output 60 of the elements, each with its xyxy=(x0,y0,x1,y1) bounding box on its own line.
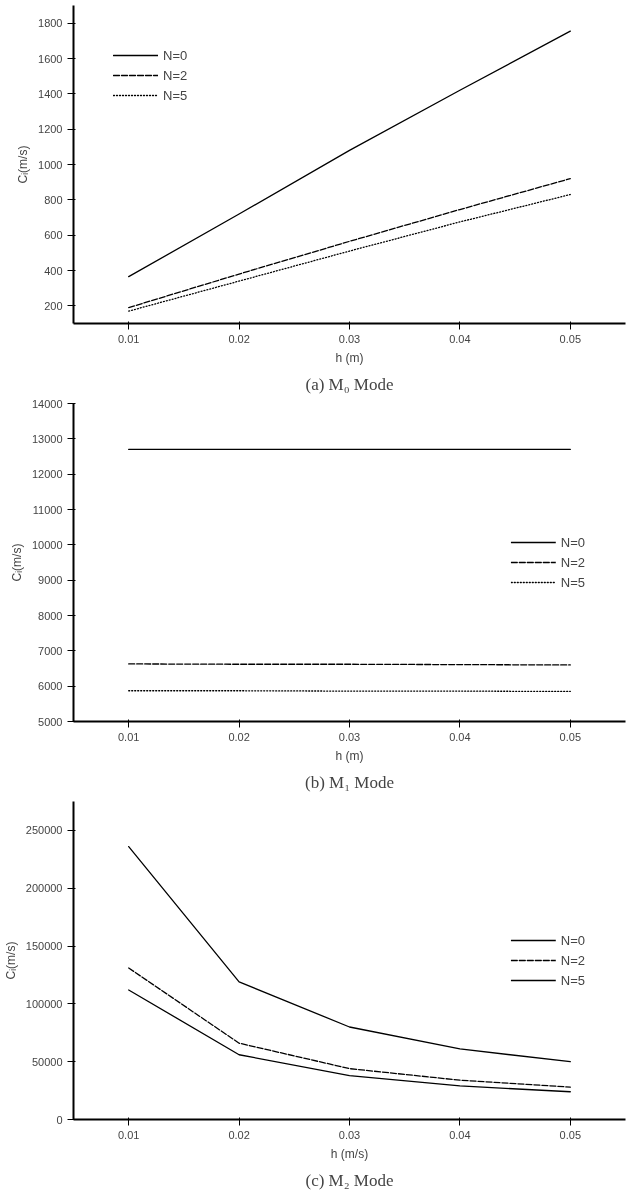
y-tick-label: 200000 xyxy=(25,882,63,895)
x-tick-label: 0.04 xyxy=(449,730,471,743)
y-tick-label: 0 xyxy=(56,1113,63,1126)
x-axis-title: h (m) xyxy=(335,350,364,365)
y-tick-label: 5000 xyxy=(38,715,63,728)
x-tick-label: 0.01 xyxy=(118,1128,140,1141)
y-axis-title: Cᵢ(m/s) xyxy=(16,145,31,184)
y-axis-title: Cᵢ(m/s) xyxy=(9,543,24,582)
text: (b) M₁ Mode xyxy=(304,772,395,792)
x-tick-label: 0.03 xyxy=(338,730,361,743)
y-tick-label: 8000 xyxy=(38,609,63,622)
legend-label: N=2 xyxy=(560,952,585,968)
x-tick-label: 0.01 xyxy=(118,332,140,345)
y-tick-label: 400 xyxy=(44,264,63,277)
x-tick-label: 0.02 xyxy=(228,730,250,743)
x-tick-label: 0.02 xyxy=(228,332,250,345)
y-tick-label: 6000 xyxy=(38,680,63,693)
y-tick-label: 600 xyxy=(44,229,63,242)
y-tick-label: 50000 xyxy=(31,1055,63,1068)
x-tick-label: 0.03 xyxy=(338,332,361,345)
text: (a) M₀ Mode xyxy=(305,374,394,394)
legend-label: N=2 xyxy=(560,554,585,570)
legend-label: N=2 xyxy=(163,67,188,83)
x-tick-label: 0.02 xyxy=(228,1128,250,1141)
y-tick-label: 7000 xyxy=(38,644,63,657)
legend-label: N=0 xyxy=(560,932,585,948)
x-tick-label: 0.01 xyxy=(118,730,140,743)
y-tick-label: 1600 xyxy=(38,52,63,65)
y-tick-label: 13000 xyxy=(31,432,63,445)
y-tick-label: 1800 xyxy=(38,17,63,30)
y-tick-label: 11000 xyxy=(32,503,63,516)
x-tick-label: 0.05 xyxy=(559,332,582,345)
y-tick-label: 200 xyxy=(44,299,63,312)
y-tick-label: 100000 xyxy=(25,997,63,1010)
x-axis-title: h (m/s) xyxy=(330,1146,369,1161)
line-series xyxy=(128,30,571,278)
y-tick-label: 1400 xyxy=(38,87,63,100)
y-tick-label: 150000 xyxy=(25,940,63,953)
y-tick-label: 1000 xyxy=(38,158,63,171)
x-tick-label: 0.05 xyxy=(559,730,582,743)
y-tick-label: 14000 xyxy=(31,397,63,410)
x-tick-label: 0.05 xyxy=(559,1128,582,1141)
x-tick-label: 0.04 xyxy=(449,1128,471,1141)
y-axis-title: Cᵢ(m/s) xyxy=(3,941,18,980)
legend-label: N=0 xyxy=(163,47,188,63)
y-tick-label: 250000 xyxy=(25,824,63,837)
y-tick-label: 1200 xyxy=(38,123,63,136)
x-axis-title: h (m) xyxy=(335,748,364,763)
line-series xyxy=(128,989,571,1093)
legend-label: N=5 xyxy=(163,87,188,103)
x-tick-label: 0.03 xyxy=(338,1128,361,1141)
y-tick-label: 10000 xyxy=(31,538,63,551)
y-tick-label: 9000 xyxy=(38,574,63,587)
legend-label: N=5 xyxy=(560,574,585,590)
text: (c) M₂ Mode xyxy=(305,1170,394,1190)
legend-label: N=5 xyxy=(560,972,585,988)
y-tick-label: 12000 xyxy=(31,468,63,481)
legend-label: N=0 xyxy=(560,534,585,550)
y-tick-label: 800 xyxy=(44,193,63,206)
x-tick-label: 0.04 xyxy=(449,332,471,345)
